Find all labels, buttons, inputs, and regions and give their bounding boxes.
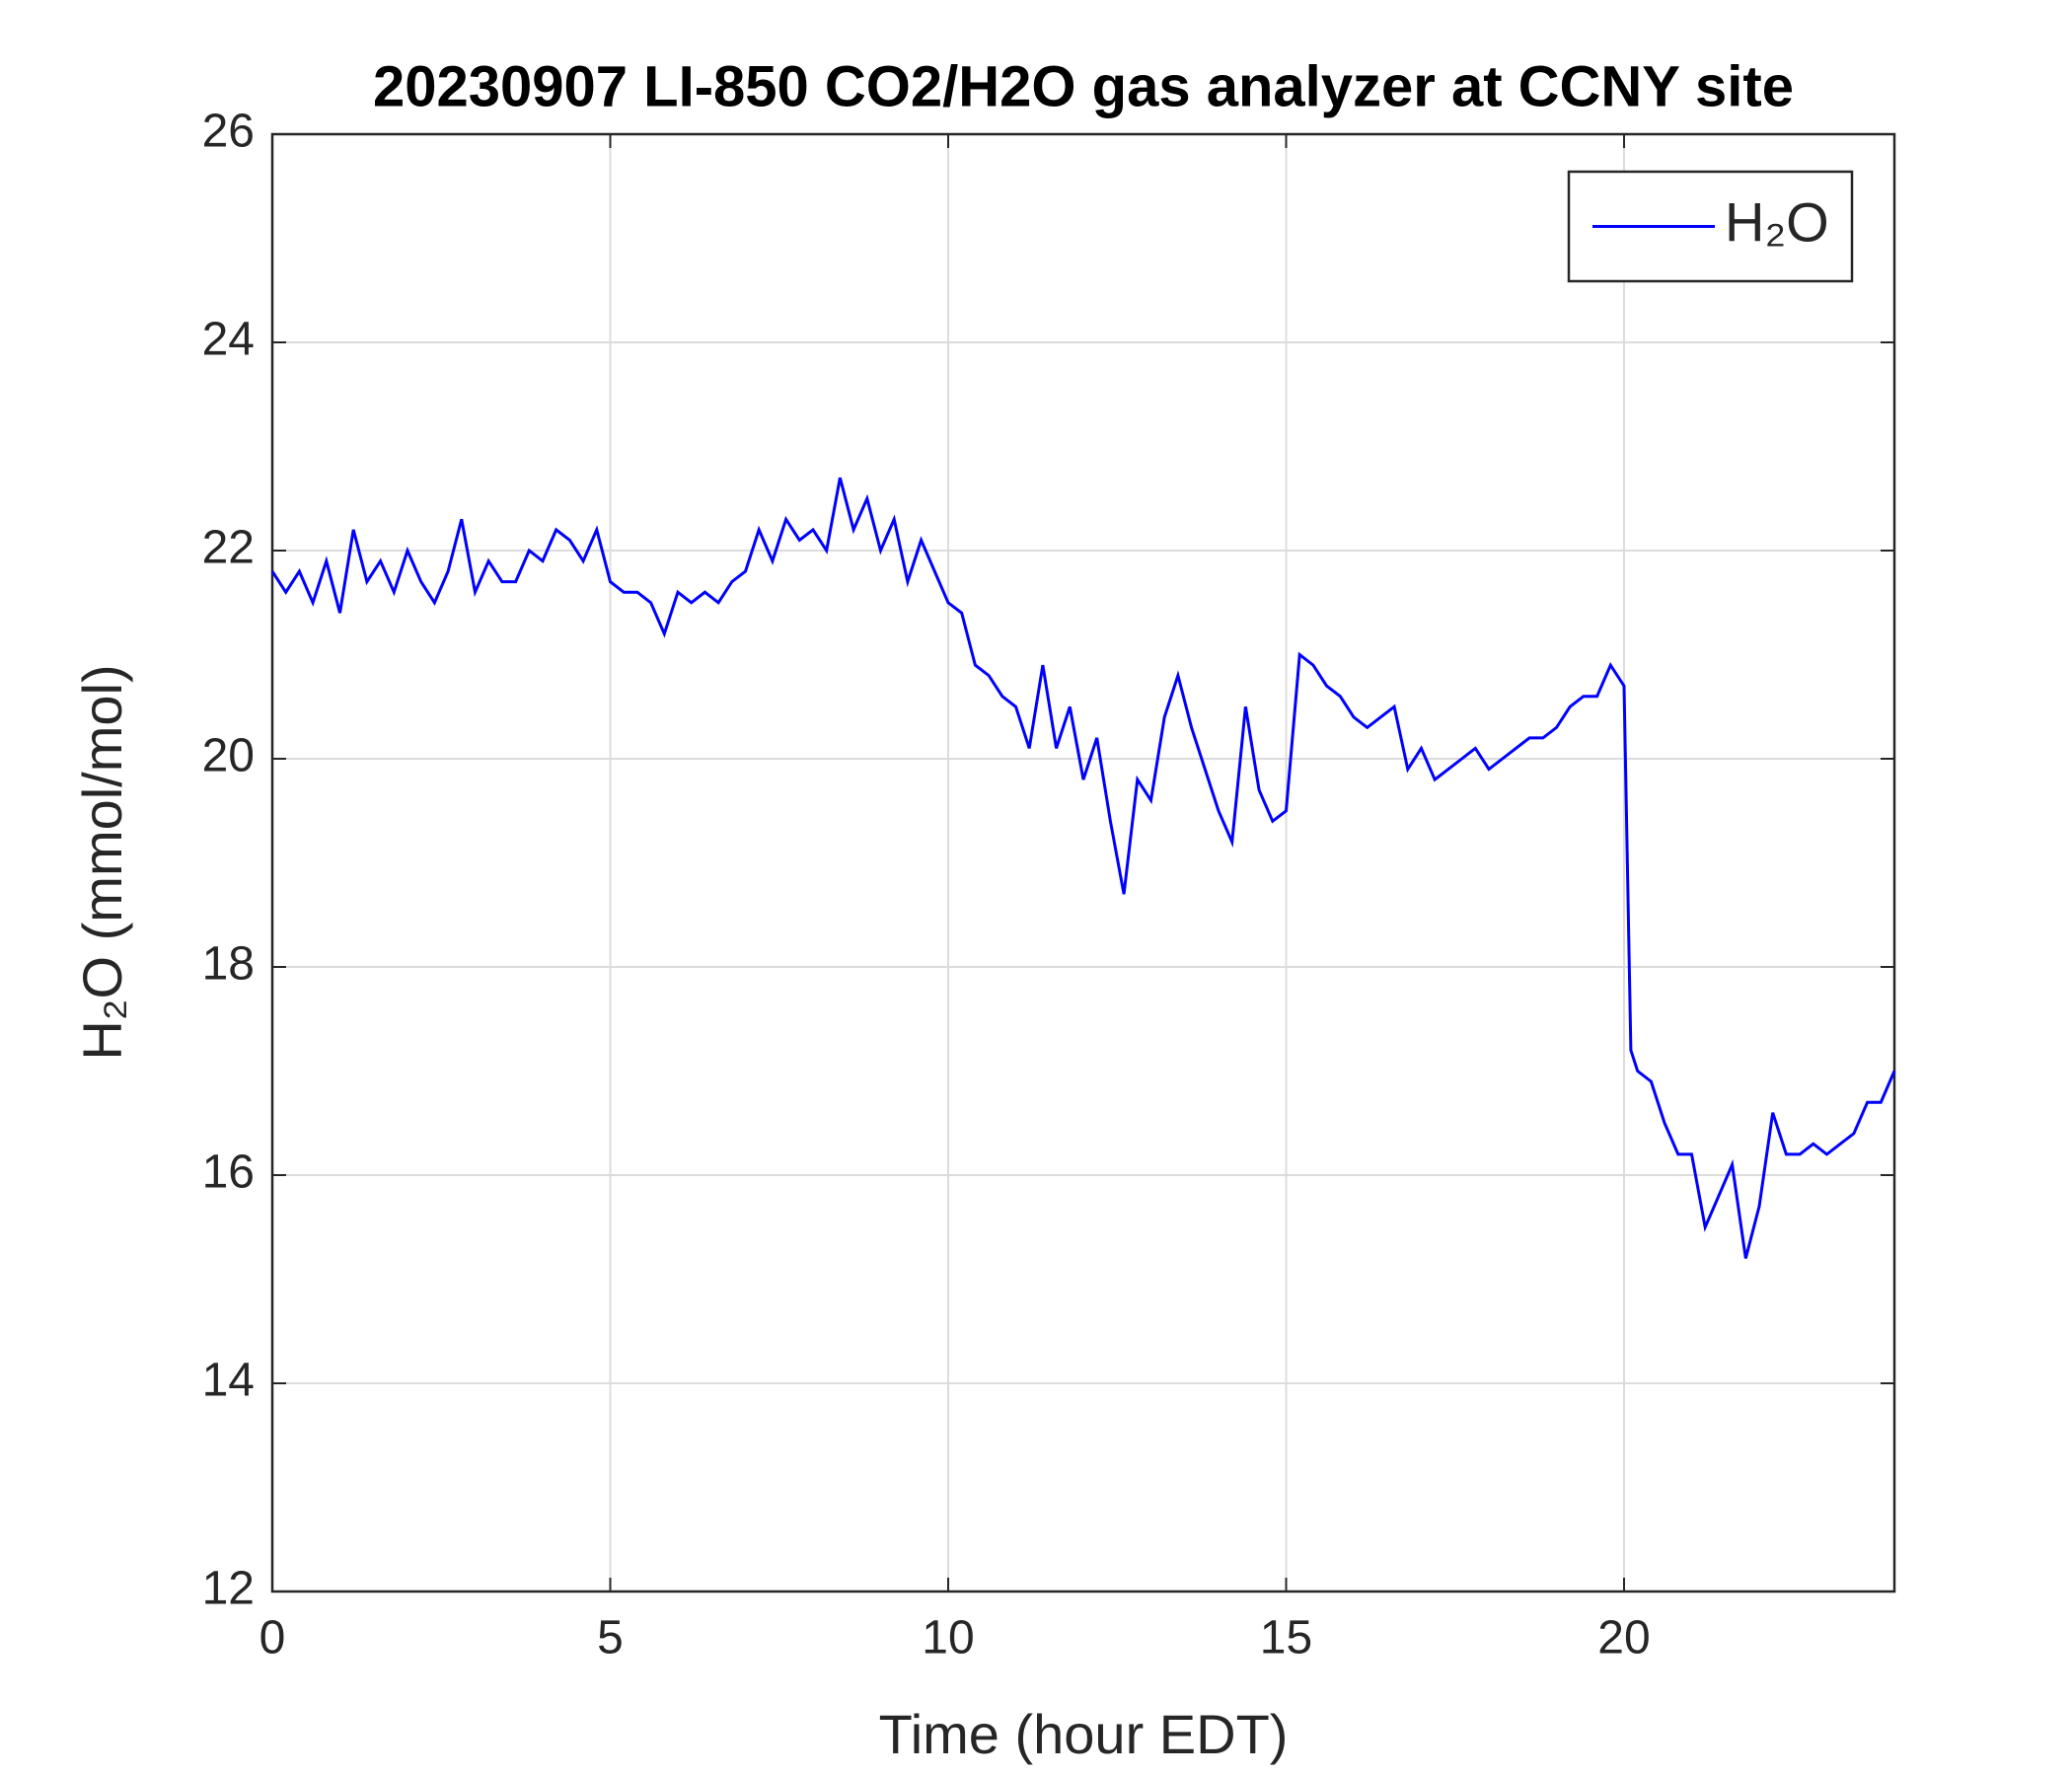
- x-tick-label: 15: [1260, 1612, 1312, 1665]
- x-tick-label: 10: [922, 1612, 974, 1665]
- y-tick-label: 26: [202, 106, 255, 158]
- legend-label: H₂O: [1725, 190, 1829, 253]
- y-tick-label: 14: [202, 1355, 255, 1407]
- y-tick-label: 20: [202, 730, 255, 782]
- y-axis-label: H₂O (mmol/mol): [71, 664, 133, 1060]
- x-tick-label: 0: [259, 1612, 286, 1665]
- plot-frame: [270, 132, 1896, 1593]
- y-tick-label: 12: [202, 1563, 255, 1615]
- chart-title: 20230907 LI-850 CO2/H2O gas analyzer at …: [373, 54, 1794, 118]
- x-tick-label: 20: [1597, 1612, 1650, 1665]
- y-tick-label: 24: [202, 314, 255, 366]
- y-tick-label: 22: [202, 522, 255, 574]
- y-tick-label: 18: [202, 938, 255, 991]
- x-tick-label: 5: [597, 1612, 624, 1665]
- data-line: [270, 477, 1896, 1259]
- y-tick-label: 16: [202, 1147, 255, 1199]
- x-axis-label: Time (hour EDT): [879, 1703, 1289, 1765]
